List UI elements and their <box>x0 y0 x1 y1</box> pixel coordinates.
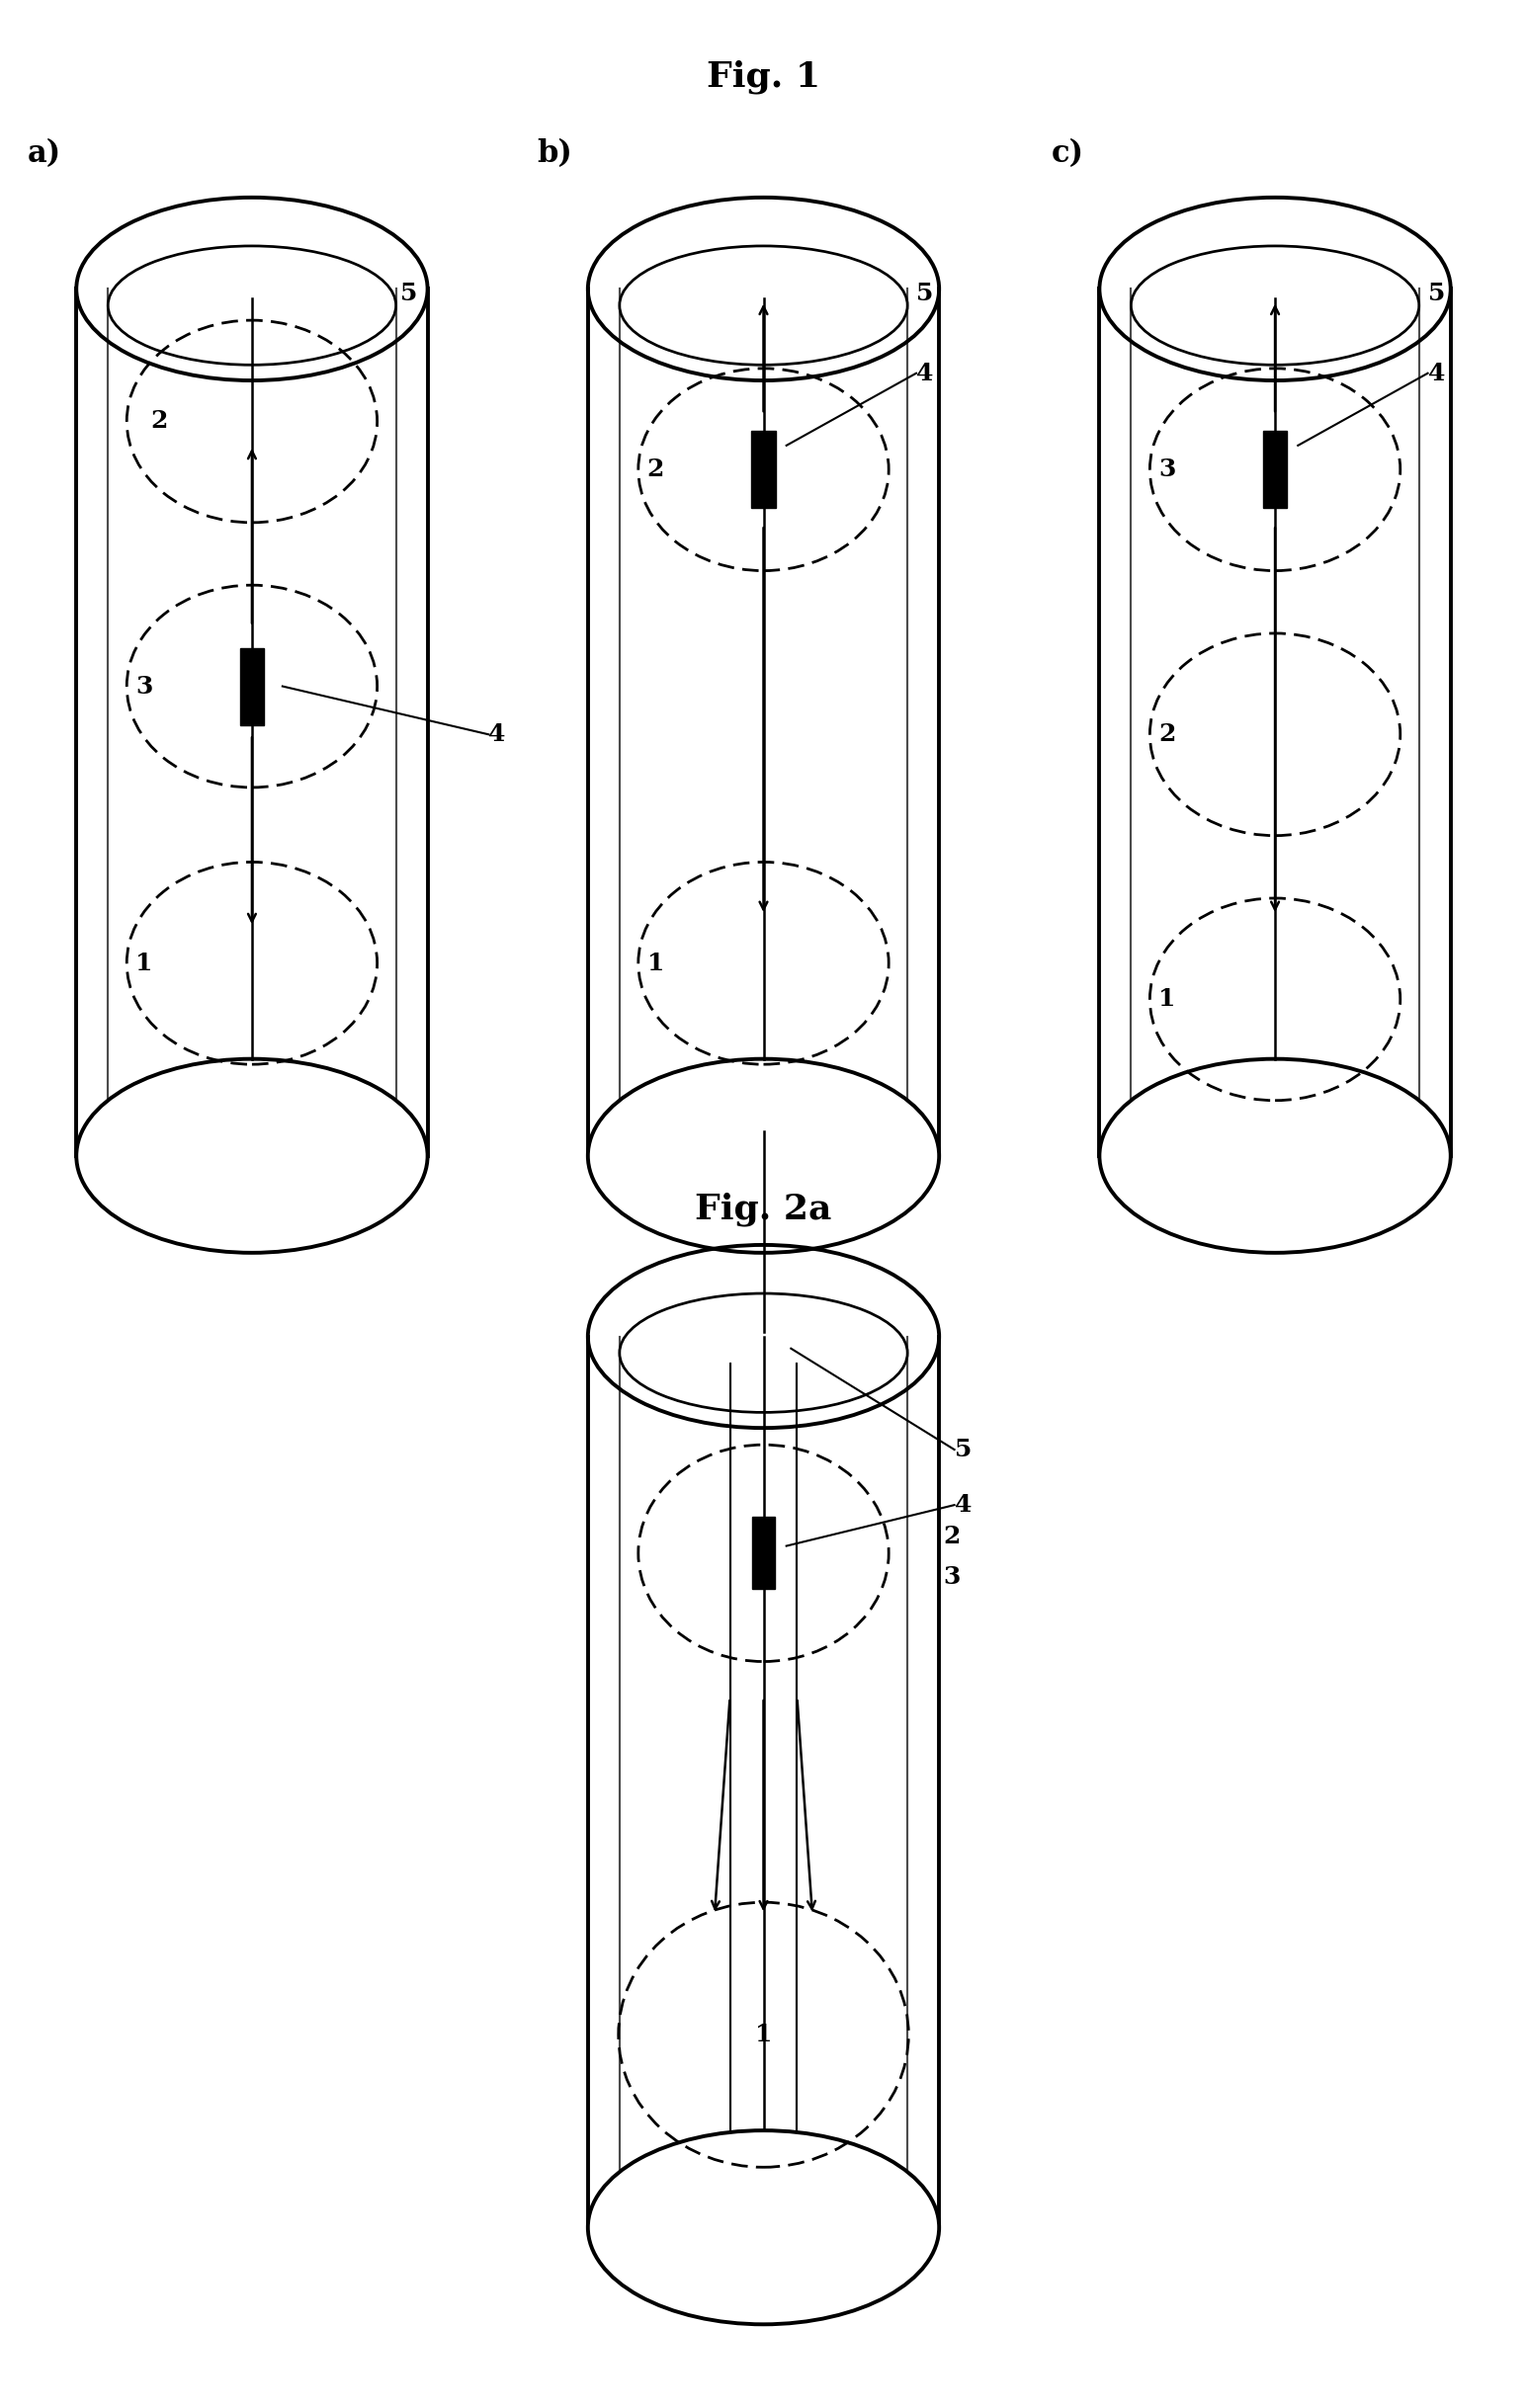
Ellipse shape <box>1099 1060 1451 1252</box>
Text: 2: 2 <box>944 1524 960 1548</box>
Text: 4: 4 <box>954 1493 971 1517</box>
Text: 5: 5 <box>1428 282 1445 306</box>
Ellipse shape <box>76 1060 428 1252</box>
Ellipse shape <box>588 1060 939 1252</box>
Text: 4: 4 <box>489 722 505 746</box>
Text: 5: 5 <box>916 282 933 306</box>
Text: 1: 1 <box>647 951 664 975</box>
Text: 2: 2 <box>1159 722 1176 746</box>
Ellipse shape <box>588 2131 939 2324</box>
Text: 2: 2 <box>151 409 168 433</box>
Text: 1: 1 <box>1159 987 1176 1011</box>
Text: a): a) <box>27 137 61 169</box>
Text: 5: 5 <box>954 1438 971 1462</box>
Text: Fig. 2a: Fig. 2a <box>695 1192 832 1226</box>
Text: 5: 5 <box>400 282 417 306</box>
Bar <box>240 648 264 725</box>
Text: 3: 3 <box>136 674 153 698</box>
Text: 3: 3 <box>1159 458 1176 482</box>
Text: 1: 1 <box>754 2023 773 2047</box>
Bar <box>753 1517 774 1589</box>
Text: 3: 3 <box>944 1565 960 1589</box>
Text: 2: 2 <box>647 458 664 482</box>
Bar <box>751 431 776 508</box>
Text: 4: 4 <box>1428 361 1445 385</box>
Text: 1: 1 <box>136 951 153 975</box>
Text: c): c) <box>1052 137 1084 169</box>
Text: 4: 4 <box>916 361 933 385</box>
Bar <box>1263 431 1287 508</box>
Text: Fig. 1: Fig. 1 <box>707 60 820 94</box>
Text: b): b) <box>538 137 573 169</box>
